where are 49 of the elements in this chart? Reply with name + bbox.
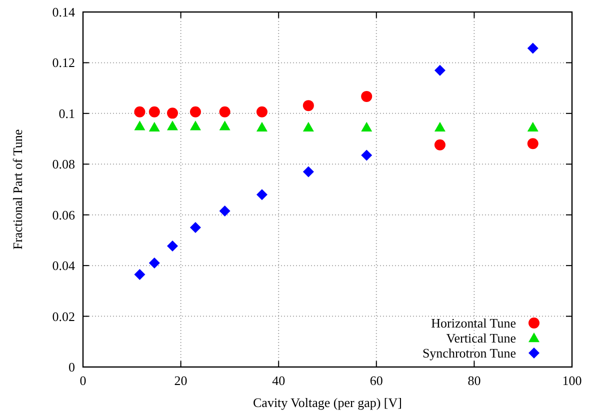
x-tick-label: 100 [562,373,582,388]
point [190,222,201,234]
legend-label: Synchrotron Tune [422,346,516,360]
point [148,106,160,118]
point [434,139,446,150]
point [190,106,201,118]
point [527,138,538,150]
point [302,122,314,132]
point [190,120,201,130]
point [148,258,160,269]
point [527,42,538,54]
point [302,100,314,112]
point [166,108,178,119]
point [527,122,538,132]
legend-label: Horizontal Tune [431,316,516,330]
x-tick-label: 20 [174,373,188,388]
point [134,120,146,130]
y-axis-title: Fractional Part of Tune [10,129,25,250]
y-tick-label: 0.14 [52,4,76,20]
x-tick-label: 60 [370,373,383,388]
point [361,122,372,132]
point [166,240,178,252]
point [256,106,268,118]
point [361,150,372,161]
point [148,122,160,132]
point [434,122,446,132]
point [219,106,230,118]
point [256,189,268,200]
x-tick-label: 80 [468,373,481,388]
legend-label: Vertical Tune [446,330,516,346]
point [256,122,268,132]
y-tick-label: 0.02 [52,308,75,324]
y-tick-label: 0.06 [52,207,76,222]
x-tick-label: 0 [80,373,86,388]
point [219,120,230,130]
y-tick-label: 0 [68,360,75,374]
point [361,90,372,102]
y-tick-label: 0.08 [52,156,75,172]
x-tick-label: 40 [272,373,286,388]
point [219,206,230,217]
point [302,166,314,178]
point [134,106,146,118]
y-tick-label: 0.12 [52,55,75,70]
point [434,64,446,76]
point [166,120,178,130]
x-axis-title: Cavity Voltage (per gap) [V] [253,395,402,410]
y-tick-label: 0.1 [58,106,75,121]
point [134,268,146,280]
y-tick-label: 0.04 [52,258,76,274]
